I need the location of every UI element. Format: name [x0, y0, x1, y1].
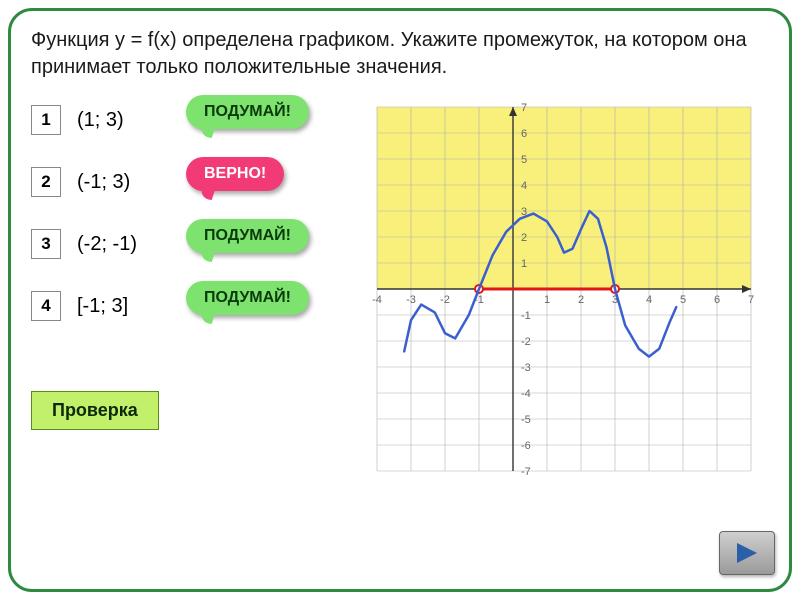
content-row: 1 (1; 3) ПОДУМАЙ! 2 (-1; 3) ВЕРНО! 3 (-2; -1) ПО…: [31, 99, 769, 479]
svg-text:6: 6: [521, 128, 527, 140]
svg-text:-2: -2: [521, 336, 531, 348]
option-text-4: [-1; 3]: [77, 295, 128, 318]
option-text-1: (1; 3): [77, 109, 124, 132]
feedback-bubble-3: ПОДУМАЙ!: [186, 219, 309, 253]
feedback-bubble-1: ПОДУМАЙ!: [186, 95, 309, 129]
svg-text:-3: -3: [406, 294, 416, 306]
svg-text:7: 7: [521, 102, 527, 114]
svg-text:-6: -6: [521, 440, 531, 452]
option-number-4[interactable]: 4: [31, 291, 61, 321]
option-row-4: 4[-1; 3]ПОДУМАЙ!: [31, 285, 359, 327]
next-arrow-icon: [733, 541, 761, 565]
svg-text:-2: -2: [440, 294, 450, 306]
svg-text:5: 5: [521, 154, 527, 166]
feedback-bubble-2: ВЕРНО!: [186, 157, 284, 191]
svg-text:-3: -3: [521, 362, 531, 374]
svg-text:2: 2: [521, 232, 527, 244]
svg-text:2: 2: [578, 294, 584, 306]
option-row-3: 3(-2; -1)ПОДУМАЙ!: [31, 223, 359, 265]
option-number-2[interactable]: 2: [31, 167, 61, 197]
next-button[interactable]: [719, 531, 775, 575]
svg-text:5: 5: [680, 294, 686, 306]
svg-text:-1: -1: [521, 310, 531, 322]
question-text: Функция у = f(x) определена графиком. Ук…: [31, 27, 769, 81]
svg-text:-4: -4: [372, 294, 382, 306]
check-button[interactable]: Проверка: [31, 391, 159, 430]
feedback-bubble-4: ПОДУМАЙ!: [186, 281, 309, 315]
svg-text:4: 4: [521, 180, 527, 192]
option-text-3: (-2; -1): [77, 233, 137, 256]
option-number-3[interactable]: 3: [31, 229, 61, 259]
option-row-1: 1(1; 3)ПОДУМАЙ!: [31, 99, 359, 141]
option-row-2: 2(-1; 3)ВЕРНО!: [31, 161, 359, 203]
svg-text:-5: -5: [521, 414, 531, 426]
options-column: 1 (1; 3) ПОДУМАЙ! 2 (-1; 3) ВЕРНО! 3 (-2; -1) ПО…: [31, 99, 359, 479]
svg-text:6: 6: [714, 294, 720, 306]
svg-text:1: 1: [544, 294, 550, 306]
svg-text:-7: -7: [521, 466, 531, 478]
content-frame: Функция у = f(x) определена графиком. Ук…: [8, 8, 792, 592]
option-number-1[interactable]: 1: [31, 105, 61, 135]
svg-text:1: 1: [521, 258, 527, 270]
svg-text:4: 4: [646, 294, 652, 306]
svg-text:-4: -4: [521, 388, 531, 400]
function-graph: -4-3-2-11234567-7-6-5-4-3-2-11234567: [369, 99, 769, 479]
option-text-2: (-1; 3): [77, 171, 130, 194]
svg-text:7: 7: [748, 294, 754, 306]
graph-panel: -4-3-2-11234567-7-6-5-4-3-2-11234567: [369, 99, 769, 479]
